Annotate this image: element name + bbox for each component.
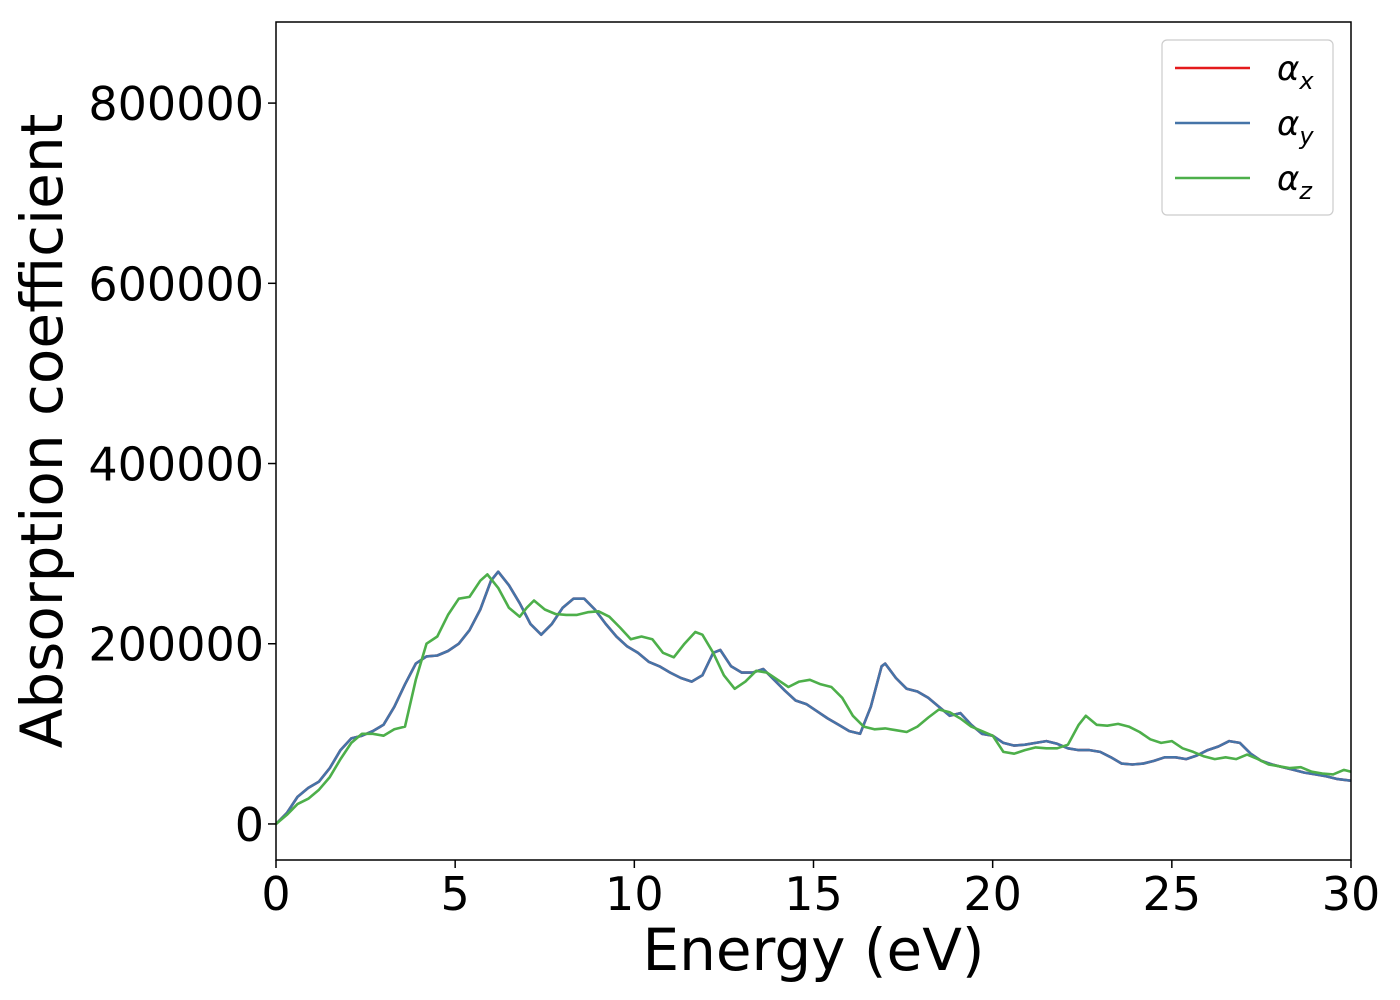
legend: αx αy αz [1161,39,1334,216]
legend-frame [1161,39,1334,216]
y-tick-label: 400000 [88,438,264,492]
x-tick-label: 10 [605,867,664,921]
legend-label-y: αy [1277,104,1314,150]
x-tick-label: 30 [1322,867,1381,921]
y-tick-label: 200000 [88,618,264,672]
x-tick-label: 5 [441,867,470,921]
y-tick-label: 800000 [88,77,264,131]
legend-label-z: αz [1277,159,1313,205]
legend-label-x: αx [1277,49,1314,95]
x-tick-label: 25 [1143,867,1202,921]
y-tick-label: 0 [235,798,264,852]
series-layer [276,570,1351,826]
x-tick-label: 15 [784,867,843,921]
x-axis-title: Energy (eV) [642,916,984,984]
series-line-z [276,573,1351,826]
y-tick-label: 600000 [88,257,264,311]
x-tick-label: 20 [963,867,1022,921]
x-tick-label: 0 [261,867,290,921]
ticks-layer: 0 5 10 15 20 25 30 0 200000 400000 600000 800000 [88,77,1380,921]
y-axis-title: Absorption coefficient [8,114,76,749]
series-line-y [276,570,1351,826]
